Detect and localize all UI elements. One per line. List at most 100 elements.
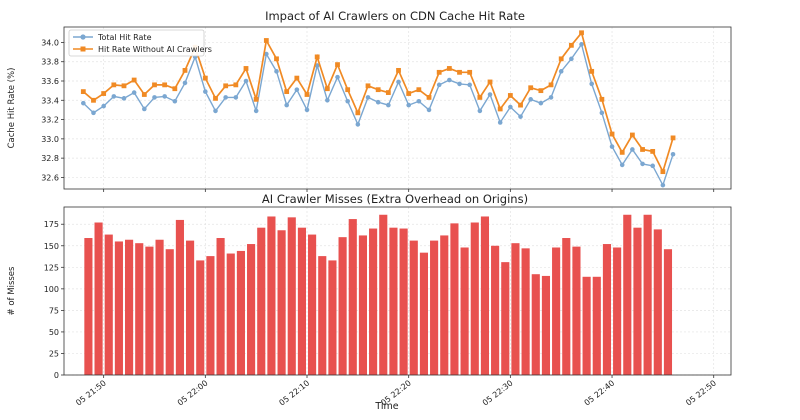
hit-rate-without-ai-point [629, 132, 635, 138]
miss-bar [399, 228, 408, 375]
total-hit-rate-point [650, 163, 656, 169]
miss-bar [287, 217, 296, 375]
total-hit-rate-point [81, 100, 86, 106]
line-chart-y-tick-label: 34.0 [41, 38, 59, 47]
miss-bar [521, 248, 530, 375]
hit-rate-without-ai-point [213, 95, 218, 101]
hit-rate-without-ai-point [619, 149, 625, 155]
total-hit-rate-point [365, 95, 371, 100]
bar-chart-y-tick-label: 125 [44, 263, 59, 272]
hit-rate-without-ai-point [324, 86, 330, 92]
miss-bar [328, 260, 337, 375]
miss-bar [511, 243, 520, 375]
x-tick-label: 05 22:40 [583, 378, 617, 407]
hit-rate-without-ai-point [182, 67, 188, 73]
line-chart-frame [63, 26, 732, 190]
x-tick-label: 05 22:00 [176, 378, 210, 407]
miss-bar [348, 219, 357, 375]
bar-chart-y-tick-label: 25 [49, 349, 59, 358]
miss-bar [226, 253, 235, 375]
x-tick-label: 05 22:50 [684, 378, 718, 407]
hit-rate-without-ai-point [355, 110, 361, 116]
miss-bar [358, 235, 367, 375]
legend-label-total: Total Hit Rate [97, 33, 152, 42]
hit-rate-without-ai-point [518, 102, 523, 108]
hit-rate-without-ai-point [101, 91, 107, 96]
total-hit-rate-point [335, 74, 340, 80]
miss-bar [450, 223, 459, 375]
hit-rate-without-ai-point [568, 42, 574, 48]
bar-chart-y-tick-label: 150 [44, 242, 59, 251]
hit-rate-without-ai-point [335, 62, 340, 68]
total-hit-rate-point [162, 94, 167, 99]
miss-bar [247, 244, 256, 375]
miss-bar [440, 235, 449, 375]
x-axis-label: Time [374, 401, 398, 412]
miss-bar [480, 216, 490, 375]
total-hit-rate-point [375, 99, 381, 105]
hit-rate-without-ai-point [650, 148, 656, 154]
miss-bar [663, 249, 673, 375]
miss-bar [175, 219, 184, 375]
bar-chart-y-tick-label: 75 [49, 306, 59, 315]
hit-rate-without-ai-point [609, 131, 615, 137]
total-hit-rate-point [325, 97, 330, 103]
total-hit-rate-point [518, 114, 523, 119]
miss-bar [94, 222, 103, 375]
miss-bar [257, 227, 266, 375]
line-chart-title: Impact of AI Crawlers on CDN Cache Hit R… [265, 9, 525, 23]
miss-bar [135, 243, 144, 375]
hit-rate-without-ai-point [304, 92, 310, 97]
miss-bar [338, 237, 347, 375]
miss-bar [165, 249, 174, 375]
miss-bar [186, 240, 195, 375]
hit-rate-without-ai-point [599, 96, 605, 102]
total-hit-rate-point [640, 161, 645, 167]
miss-bar [541, 275, 551, 375]
hit-rate-without-ai-point [670, 135, 676, 141]
line-chart-series [80, 30, 676, 188]
total-hit-rate-point [447, 77, 452, 83]
bar-chart-y-tick-label: 0 [54, 371, 59, 380]
total-hit-rate-point [528, 97, 533, 102]
total-hit-rate-point [569, 56, 574, 62]
total-hit-rate-point [172, 98, 178, 104]
hit-rate-without-ai-point [385, 90, 391, 95]
bar-chart-y-tick-label: 175 [44, 220, 59, 229]
miss-bar [297, 227, 306, 375]
legend-marker-without [80, 46, 86, 52]
total-hit-rate-point [426, 107, 432, 113]
total-hit-rate-point [538, 100, 544, 106]
total-hit-rate-point [284, 102, 289, 108]
hit-rate-without-ai-point [375, 87, 381, 93]
hit-rate-without-ai-point [365, 83, 371, 89]
miss-bar [216, 238, 225, 375]
total-hit-rate-point [294, 87, 300, 92]
bar-chart-y-label: # of Misses [7, 266, 17, 316]
x-tick-label: 05 22:30 [481, 378, 515, 407]
total-hit-rate-point [660, 182, 666, 188]
total-hit-rate-point [213, 108, 218, 114]
miss-bar [623, 214, 632, 375]
total-hit-rate-point [396, 79, 401, 85]
miss-bar [277, 230, 286, 375]
hit-rate-without-ai-point [589, 68, 595, 74]
hit-rate-without-ai-point [477, 94, 483, 100]
hit-rate-without-ai-point [162, 82, 168, 88]
hit-rate-without-ai-point [243, 66, 249, 71]
total-hit-rate-point [274, 69, 279, 74]
total-hit-rate-point [599, 110, 605, 116]
total-hit-rate-point [314, 63, 320, 68]
bar-chart-y-axis: 0 25 50 75 100 125 150 175 [44, 220, 64, 380]
miss-bar [114, 241, 123, 375]
total-hit-rate-point [630, 147, 635, 152]
miss-bar [196, 260, 205, 375]
hit-rate-without-ai-point [131, 77, 137, 83]
miss-bar [318, 256, 327, 375]
bar-chart-bars [84, 214, 673, 375]
hit-rate-without-ai-point [91, 97, 96, 103]
hit-rate-without-ai-point [640, 147, 645, 152]
hit-rate-without-ai-point [263, 38, 269, 43]
total-hit-rate-point [233, 95, 239, 100]
hit-rate-without-ai-point [507, 93, 513, 98]
